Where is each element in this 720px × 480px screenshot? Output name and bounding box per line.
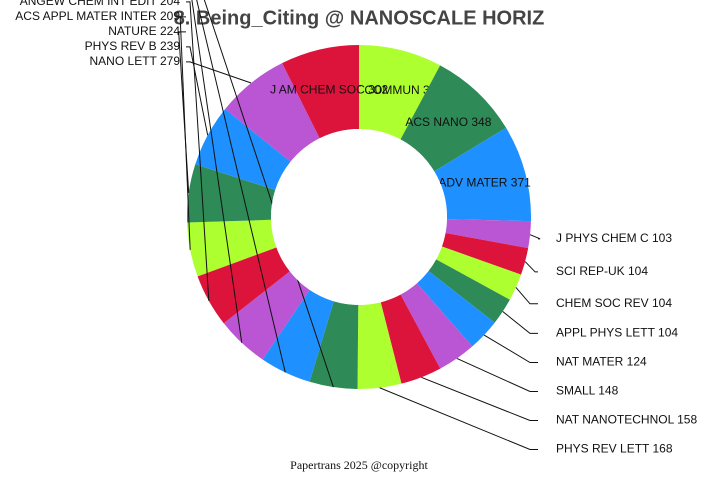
donut-slice [436,246,522,300]
slice-label: J AM CHEM SOC 302 [270,83,388,97]
footer: Papertrans 2025 @copyright [290,458,428,472]
donut-slice [187,164,276,223]
donut-slice [282,45,359,139]
slice-label: PHYS REV LETT 168 [556,442,673,456]
slice-label: SMALL 148 [556,384,619,398]
donut-slice [225,63,320,162]
leader-line [529,234,541,240]
leader-line [186,46,209,136]
slice-label: CHEM SOC REV 104 [556,296,672,310]
donut-slice [400,65,507,172]
slice-label: PHYS REV B 239 [85,39,181,53]
chart-title: 8. Being_Citing @ NANOSCALE HORIZ [174,7,545,29]
slice-label: NAT MATER 124 [556,355,647,369]
donut-slice [309,301,359,389]
donut-slice [445,219,531,249]
donut-slice [428,259,510,323]
leader-line [456,357,538,393]
leader-line [483,334,538,364]
donut-slice [187,219,277,277]
donut-slice [380,294,441,384]
donut-slice [400,283,473,369]
slice-label: NAT NANOTECHNOL 158 [556,413,697,427]
leader-line [196,0,286,373]
slice-label: ACS APPL MATER INTER 209 [15,9,180,23]
slice-label: ADV MATER 371 [438,176,531,190]
leader-line [191,0,243,343]
slice-label: J PHYS CHEM C 103 [556,231,672,245]
leader-line [515,287,538,305]
slice-label: NANO LETT 279 [90,54,181,68]
slice-label: NAT COMMUN 320 [338,83,443,97]
donut-slice [416,271,495,347]
donut-slice [223,271,310,360]
slice-label: SCI REP-UK 104 [556,264,648,278]
donut-slice [197,247,290,324]
donut-slice [359,45,441,140]
leader-line [379,387,538,451]
slice-label: ANGEW CHEM INT EDIT 204 [20,0,181,8]
donut-slice [441,232,529,275]
donut-slice [195,108,291,190]
donut-slice [262,289,334,382]
leader-line [502,311,538,334]
leader-line [524,261,538,273]
slice-label: ACS NANO 348 [405,115,491,129]
slice-label: NATURE 224 [108,24,180,38]
slice-label: APPL PHYS LETT 104 [556,326,678,340]
leader-line [421,376,538,422]
donut-slice [434,127,531,222]
donut-hole [271,129,447,305]
leader-line [186,61,252,84]
leader-line [179,16,191,250]
donut-slice [357,302,402,390]
leader-line [186,1,210,301]
